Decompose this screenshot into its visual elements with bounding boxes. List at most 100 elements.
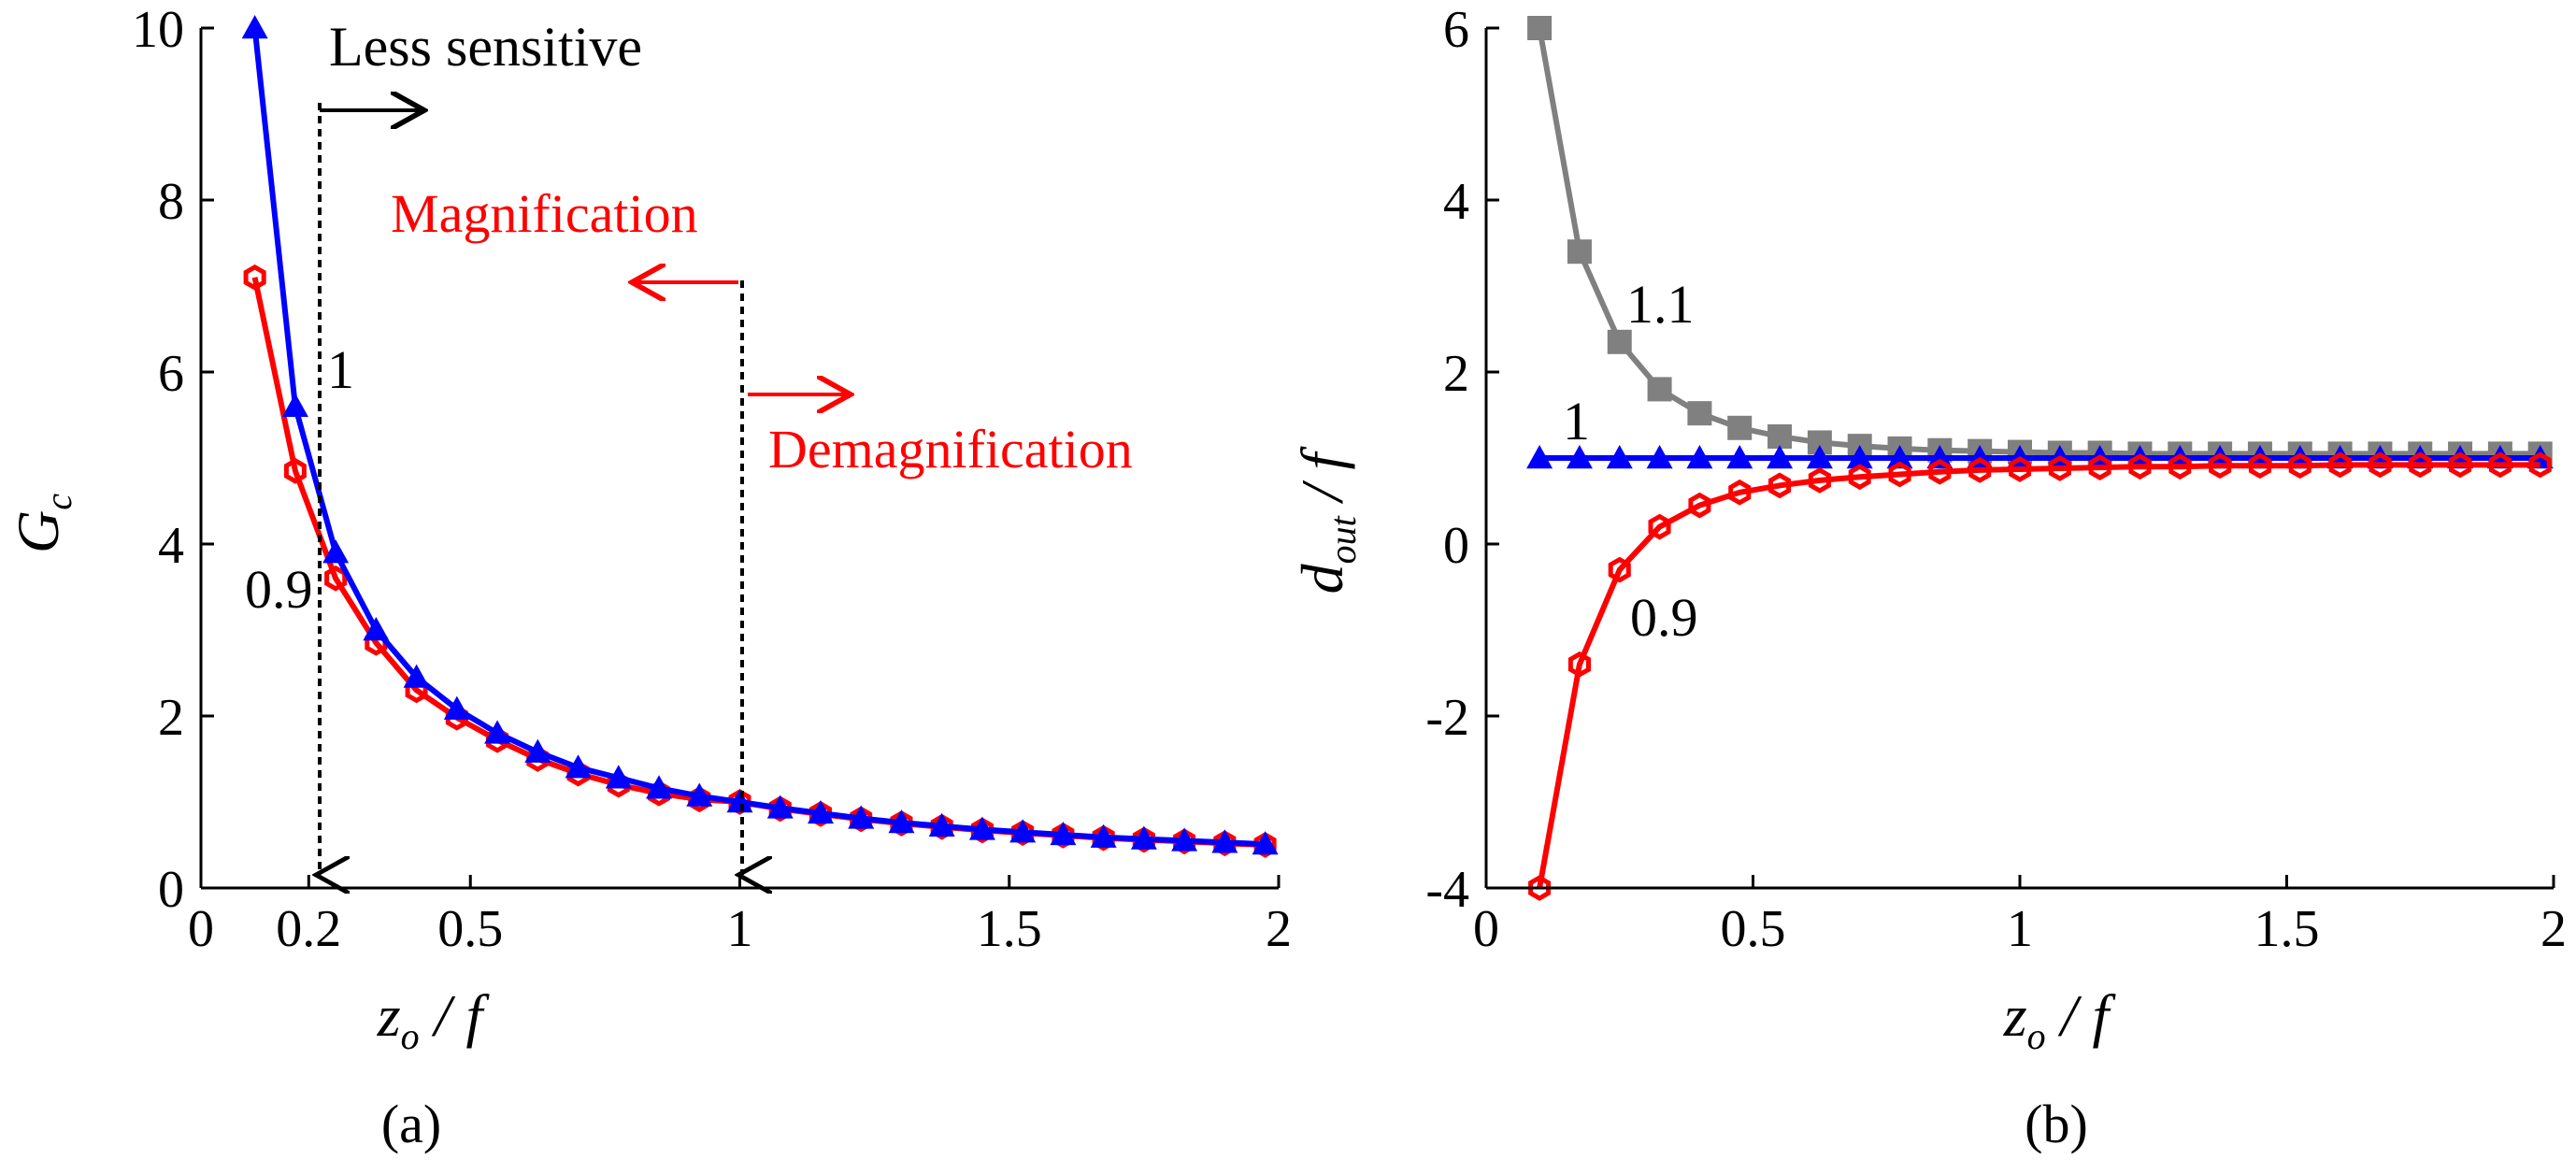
data-point-0.9 (2128, 453, 2152, 480)
data-point-1 (646, 775, 673, 799)
data-point-1 (524, 738, 551, 763)
y-tick-label: 0 (158, 861, 184, 919)
data-point-0.9 (1928, 458, 1952, 485)
y-axis-sub: out (1322, 515, 1364, 564)
data-point-1 (686, 782, 713, 807)
data-point-1 (1686, 445, 1713, 469)
data-point-0.9 (1567, 651, 1591, 678)
y-tick-label: 10 (132, 1, 184, 59)
series-label-0.9: 0.9 (245, 559, 313, 620)
x-tick-label: 2 (2540, 900, 2567, 958)
x-axis-rest: / f (2046, 982, 2117, 1049)
data-point-1.1 (1527, 16, 1553, 40)
data-point-0.9 (1092, 824, 1115, 852)
data-point-0.9 (2088, 454, 2111, 480)
data-point-1 (241, 15, 268, 39)
data-point-1 (848, 805, 875, 829)
y-tick-label: 6 (158, 345, 184, 403)
data-point-1 (1526, 445, 1553, 469)
x-tick-label: 1.5 (2254, 900, 2320, 958)
data-point-0.9 (2288, 452, 2311, 480)
data-point-1 (1606, 445, 1633, 469)
data-point-1.1 (1607, 329, 1632, 354)
y-axis-main: G (5, 510, 71, 553)
data-point-0.9 (2209, 452, 2232, 480)
x-tick-label: 0.2 (276, 900, 341, 958)
demagnification-label: Demagnification (768, 419, 1133, 480)
data-point-1.1 (1687, 401, 1712, 426)
data-point-0.9 (1173, 828, 1196, 855)
magnification-label: Magnification (391, 183, 698, 244)
data-point-0.9 (1768, 472, 1792, 499)
data-point-1 (1566, 445, 1593, 469)
panel-a-caption: (a) (381, 1094, 441, 1154)
data-point-0.9 (1848, 464, 1871, 491)
x-axis-main: z (2003, 982, 2027, 1049)
data-point-1.1 (1727, 415, 1753, 440)
x-axis-rest: / f (420, 982, 491, 1049)
data-point-1 (1050, 821, 1077, 846)
data-point-1 (281, 393, 308, 417)
data-point-0.9 (1608, 556, 1631, 583)
data-point-0.9 (1888, 461, 1911, 488)
data-point-1 (928, 812, 955, 837)
data-point-1.1 (1767, 424, 1793, 449)
y-axis-main: d (1289, 563, 1355, 594)
data-point-0.9 (2368, 451, 2392, 479)
data-point-1 (968, 816, 995, 840)
data-point-0.9 (1052, 823, 1075, 849)
data-point-1 (1886, 445, 1913, 469)
data-point-0.9 (283, 457, 307, 484)
data-point-1 (403, 664, 430, 688)
data-point-0.9 (930, 813, 953, 840)
data-point-1 (443, 695, 470, 720)
x-tick-label: 1 (727, 900, 753, 958)
data-point-1 (565, 754, 592, 779)
x-axis-label: zo / f (2003, 982, 2117, 1057)
data-point-0.9 (1808, 467, 1831, 494)
data-point-0.9 (2409, 451, 2432, 479)
data-point-1 (605, 765, 632, 789)
data-point-1 (1846, 445, 1873, 469)
y-axis-label: dout / f (1289, 445, 1364, 594)
data-point-1 (1726, 445, 1753, 469)
panel-a: Less sensitive Magnification Demagnifica… (5, 1, 1292, 1154)
series-label-1: 1 (327, 339, 354, 400)
data-point-1 (807, 799, 834, 824)
panel-b: 1.1 1 0.9 0 0.5 1 1.5 2 -4 -2 0 2 4 6 dout / f zo … (1289, 1, 2567, 1154)
data-point-0.9 (1528, 875, 1552, 901)
data-point-1 (1090, 823, 1117, 848)
x-tick-label: 0 (188, 900, 214, 958)
data-point-0.9 (1968, 457, 1992, 483)
data-point-0.9 (2248, 452, 2271, 480)
y-tick-label: 8 (158, 173, 184, 231)
data-point-1 (1009, 819, 1037, 843)
data-point-1 (1806, 445, 1833, 469)
data-point-0.9 (1011, 820, 1035, 846)
data-point-1 (726, 789, 753, 813)
x-axis-main: z (377, 982, 401, 1049)
panel-a-series (241, 15, 1279, 858)
series-label-1.1: 1.1 (1626, 274, 1695, 335)
data-point-0.9 (809, 801, 832, 827)
data-point-1.1 (1647, 377, 1672, 402)
series-line-1.1 (1537, 27, 2540, 457)
x-axis-sub: o (401, 1015, 420, 1057)
y-tick-label: 2 (158, 689, 184, 747)
data-point-0.9 (1253, 832, 1277, 858)
x-axis-label: zo / f (377, 982, 491, 1057)
data-point-0.9 (2168, 453, 2192, 480)
series-label-0.9: 0.9 (1630, 587, 1698, 648)
y-tick-label: 4 (158, 517, 184, 575)
y-tick-label: 0 (1443, 517, 1469, 575)
data-point-0.9 (1213, 830, 1237, 857)
data-point-0.9 (970, 817, 994, 844)
data-point-0.9 (1728, 479, 1752, 506)
y-tick-label: -4 (1425, 861, 1469, 919)
data-point-1 (1211, 829, 1238, 853)
data-point-1 (484, 720, 511, 744)
y-tick-label: 2 (1443, 345, 1469, 403)
y-axis-sub: c (37, 494, 79, 510)
x-tick-label: 0 (1473, 900, 1499, 958)
